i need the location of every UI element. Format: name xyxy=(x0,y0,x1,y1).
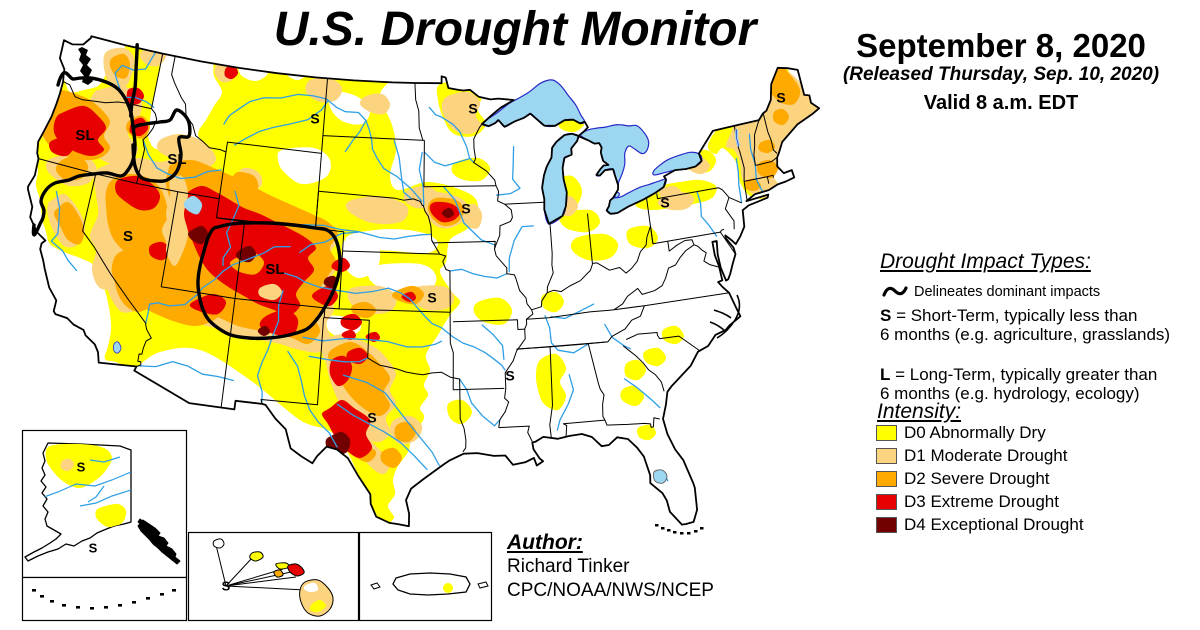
svg-text:SL: SL xyxy=(75,127,94,144)
svg-text:S: S xyxy=(660,195,669,211)
svg-text:S: S xyxy=(77,459,86,474)
svg-text:S: S xyxy=(123,228,133,245)
svg-text:S: S xyxy=(310,111,319,127)
svg-text:S: S xyxy=(505,368,514,384)
svg-text:SL: SL xyxy=(265,261,284,278)
svg-text:S: S xyxy=(427,290,436,306)
svg-text:S: S xyxy=(461,201,470,217)
svg-text:S: S xyxy=(776,90,785,106)
svg-text:S: S xyxy=(468,101,477,117)
svg-text:S: S xyxy=(222,578,231,593)
svg-text:SL: SL xyxy=(167,151,186,168)
svg-text:S: S xyxy=(367,410,376,426)
svg-text:S: S xyxy=(89,540,98,555)
